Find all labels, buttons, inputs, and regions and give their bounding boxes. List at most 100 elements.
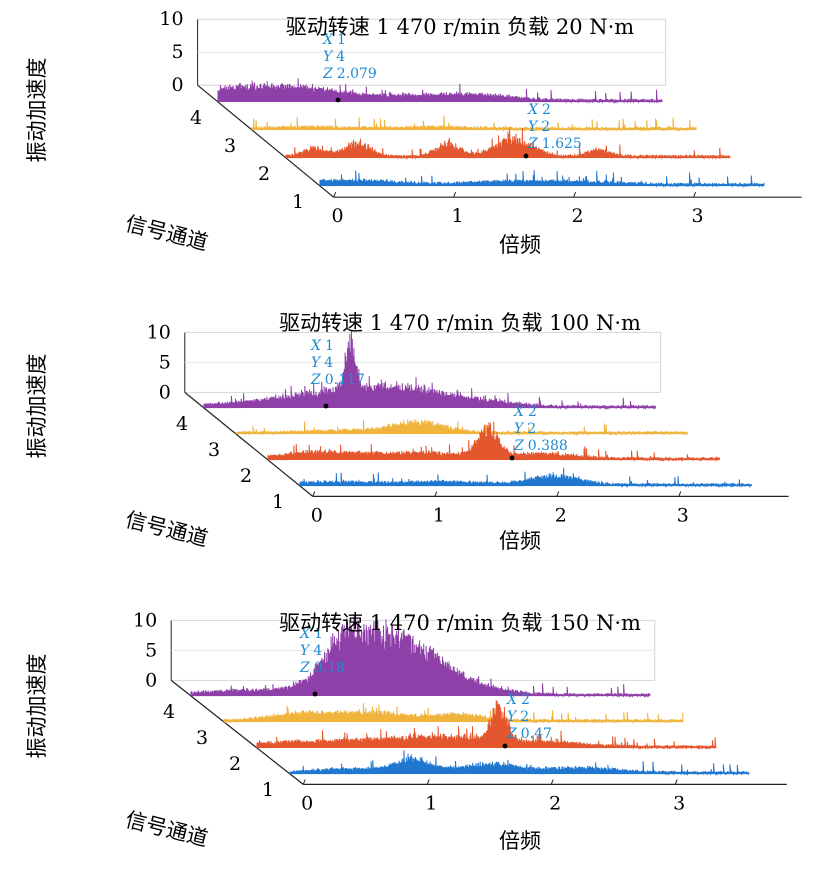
datatip-marker [509, 455, 515, 461]
chart-panel: 0 1 2 3 1 2 3 4 0 5 10 X 1 Y 4 Z 0.18 X 2 Y 2 Z 0.47 驱动转速 1 470… [0, 596, 817, 886]
x-tick [426, 779, 430, 785]
datatip-key: Y [514, 421, 525, 437]
x-tick-label: 0 [332, 205, 344, 227]
datatip-marker [323, 403, 329, 409]
z-tick-label: 5 [172, 41, 184, 63]
datatip-key: X [310, 338, 322, 354]
series-line-ch1 [299, 467, 752, 488]
channel-tick-label: 1 [262, 779, 274, 801]
series-line-ch3 [223, 703, 684, 724]
x-tick-label: 3 [692, 205, 704, 227]
x-tick [333, 192, 337, 198]
channel-tick-label: 1 [272, 491, 284, 513]
datatip-row: Z 0.388 [513, 438, 568, 454]
series-line-ch1 [289, 750, 750, 776]
x-tick-label: 0 [301, 792, 313, 814]
datatip-key: Z [299, 660, 310, 676]
x-axis-label: 倍频 [499, 529, 541, 553]
z-tick-label: 10 [147, 321, 171, 343]
x-tick-label: 1 [452, 205, 464, 227]
datatip-key: Y [528, 119, 539, 135]
channel-axis-label: 信号通道 [123, 807, 210, 851]
channel-tick-label: 3 [196, 727, 208, 749]
channel-tick-label: 4 [163, 701, 175, 723]
channel-tick-label: 1 [292, 191, 304, 213]
x-tick [678, 491, 682, 497]
datatip-key: Z [527, 136, 538, 152]
datatip-key: X [322, 32, 334, 48]
datatip-row: Z 1.625 [527, 136, 582, 152]
channel-tick-label: 4 [176, 413, 188, 435]
datatip-key: Y [311, 355, 322, 371]
channel-axis-label: 信号通道 [123, 507, 210, 551]
x-tick [434, 491, 438, 497]
series-line-ch4 [217, 78, 663, 104]
datatip-value: 0.18 [314, 660, 345, 676]
z-axis-label: 振动加速度 [25, 654, 49, 759]
chart-panel: 0 1 2 3 1 2 3 4 0 5 10 X 1 Y 4 Z 0.117 X 2 Y 2 Z 0.388 驱动转速 1 4… [0, 296, 817, 586]
datatip-value: 2 [528, 404, 537, 420]
datatip-value: 2 [541, 119, 550, 135]
datatip-key: X [527, 102, 539, 118]
z-tick-label: 5 [145, 639, 157, 661]
z-tick-label: 0 [172, 74, 184, 96]
datatip-row: Z 0.117 [310, 372, 365, 388]
datatip-value: 2 [520, 709, 529, 725]
datatip-marker [312, 691, 318, 697]
x-tick [573, 192, 577, 198]
channel-tick-label: 3 [224, 135, 236, 157]
chart-title: 驱动转速 1 470 r/min 负载 20 N·m [286, 15, 635, 39]
datatip-key: Z [506, 726, 517, 742]
datatip-row: Z 0.18 [299, 660, 345, 676]
x-tick-label: 0 [311, 504, 323, 526]
x-tick-label: 3 [677, 504, 689, 526]
datatip-value: 0.388 [528, 438, 568, 454]
datatip-value: 0.47 [521, 726, 552, 742]
channel-axis-label: 信号通道 [123, 211, 210, 255]
channel-axis-line [184, 391, 314, 497]
x-tick [550, 779, 554, 785]
datatip-value: 4 [336, 49, 345, 65]
series-line-ch4 [190, 616, 651, 698]
series-line-ch1 [319, 169, 765, 188]
datatip-marker [523, 153, 529, 159]
datatip-value: 4 [313, 643, 322, 659]
channel-tick-label: 2 [240, 465, 252, 487]
x-tick-label: 1 [425, 792, 437, 814]
channel-tick-label: 2 [258, 163, 270, 185]
datatip-key: Z [513, 438, 524, 454]
datatip-key: Y [300, 643, 311, 659]
series-line-ch2 [256, 700, 717, 750]
z-tick-label: 5 [159, 351, 171, 373]
channel-axis-line [197, 84, 334, 198]
datatip-value: 1.625 [542, 136, 582, 152]
datatip-key: X [299, 626, 311, 642]
datatip-key: X [513, 404, 525, 420]
datatip-key: Z [322, 66, 333, 82]
datatip-value: 2 [521, 692, 530, 708]
x-tick [302, 779, 306, 785]
datatip-row: Z 2.079 [322, 66, 377, 82]
x-tick [693, 192, 697, 198]
x-tick [556, 491, 560, 497]
z-tick-label: 0 [145, 669, 157, 691]
z-tick-label: 0 [159, 381, 171, 403]
x-tick-label: 2 [572, 205, 584, 227]
channel-axis-line [170, 679, 304, 785]
datatip-key: Y [323, 49, 334, 65]
datatip-value: 2.079 [337, 66, 377, 82]
channel-tick-label: 4 [190, 107, 202, 129]
datatip-value: 2 [542, 102, 551, 118]
